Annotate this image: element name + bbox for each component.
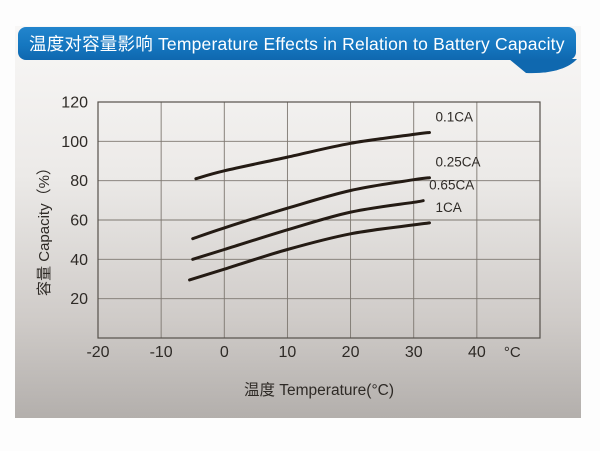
banner-title: 温度对容量影响 Temperature Effects in Relation … bbox=[29, 34, 565, 54]
x-tick-label: -20 bbox=[86, 344, 109, 361]
y-tick-label: 40 bbox=[70, 252, 88, 269]
y-tick-label: 80 bbox=[70, 173, 88, 190]
curve-1CA bbox=[188, 221, 431, 282]
curve-0.1CA bbox=[194, 131, 431, 181]
x-tick-label: 0 bbox=[220, 344, 229, 361]
x-tick-label: 20 bbox=[342, 344, 360, 361]
x-tick-label: 10 bbox=[279, 344, 297, 361]
banner-tail-icon bbox=[509, 59, 577, 74]
y-axis-title: 容量 Capacity（%） bbox=[36, 160, 53, 296]
x-axis-unit: °C bbox=[504, 344, 521, 361]
plot-border bbox=[97, 101, 541, 339]
curve-label-0.25CA: 0.25CA bbox=[436, 155, 481, 170]
x-tick-label: 30 bbox=[405, 344, 423, 361]
y-tick-label: 120 bbox=[61, 95, 88, 112]
curve-label-0.1CA: 0.1CA bbox=[436, 109, 474, 124]
y-tick-label: 20 bbox=[70, 291, 88, 308]
x-tick-label: 40 bbox=[468, 344, 486, 361]
y-tick-label: 60 bbox=[70, 213, 88, 230]
chart-panel bbox=[15, 26, 581, 418]
curve-0.65CA bbox=[191, 199, 425, 261]
curve-0.25CA bbox=[191, 176, 431, 241]
x-axis-title: 温度 Temperature(°C) bbox=[244, 381, 394, 399]
curve-label-0.65CA: 0.65CA bbox=[429, 178, 474, 193]
banner-tail-shape bbox=[509, 59, 577, 74]
title-banner: 温度对容量影响 Temperature Effects in Relation … bbox=[18, 27, 576, 60]
x-tick-label: -10 bbox=[150, 344, 173, 361]
y-tick-label: 100 bbox=[61, 134, 88, 151]
curve-label-1CA: 1CA bbox=[436, 200, 462, 215]
